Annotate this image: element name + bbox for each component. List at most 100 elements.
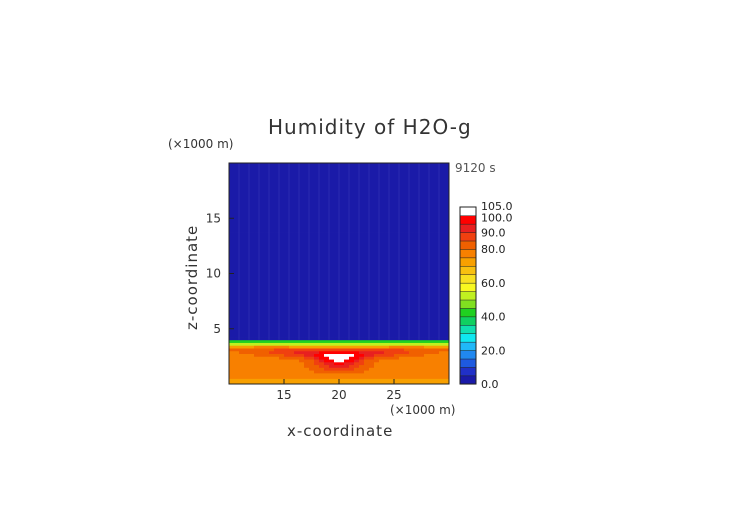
heatmap-cell (339, 209, 345, 214)
heatmap-cell (309, 243, 315, 247)
heatmap-cell (444, 168, 450, 172)
heatmap-cell (254, 176, 260, 180)
heatmap-cell (369, 168, 375, 172)
heatmap-cell (339, 284, 345, 288)
heatmap-cell (384, 325, 390, 330)
heatmap-cell (414, 370, 420, 374)
heatmap-cell (419, 270, 425, 274)
heatmap-cell (404, 171, 410, 175)
heatmap-cell (394, 174, 400, 178)
heatmap-cell (269, 259, 275, 263)
heatmap-cell (309, 370, 315, 374)
heatmap-cell (304, 243, 310, 247)
heatmap-cell (399, 234, 405, 238)
heatmap-cell (389, 174, 395, 178)
heatmap-cell (389, 331, 395, 335)
heatmap-cell (419, 240, 425, 244)
heatmap-cell (424, 221, 430, 225)
heatmap-cell (254, 359, 260, 363)
heatmap-cell (274, 165, 280, 169)
heatmap-cell (239, 171, 245, 175)
heatmap-cell (369, 273, 375, 277)
heatmap-cell (439, 201, 445, 205)
heatmap-cell (244, 174, 250, 178)
heatmap-cell (389, 237, 395, 241)
heatmap-cell (324, 174, 330, 178)
heatmap-cell (369, 212, 375, 216)
heatmap-cell (284, 207, 290, 211)
heatmap-cell (294, 267, 300, 272)
heatmap-cell (349, 207, 355, 211)
heatmap-cell (414, 314, 420, 319)
heatmap-cell (349, 174, 355, 178)
heatmap-cell (244, 361, 250, 366)
heatmap-cell (239, 295, 245, 299)
heatmap-cell (249, 254, 255, 258)
heatmap-cell (344, 325, 350, 330)
heatmap-cell (409, 375, 415, 379)
heatmap-cell (359, 218, 365, 222)
heatmap-cell (404, 221, 410, 225)
heatmap-cell (239, 348, 245, 352)
heatmap-cell (284, 267, 290, 272)
heatmap-cell (229, 281, 235, 285)
heatmap-cell (429, 337, 435, 341)
heatmap-cell (389, 337, 395, 341)
heatmap-cell (359, 229, 365, 233)
heatmap-cell (429, 312, 435, 316)
heatmap-cell (234, 364, 240, 368)
heatmap-cell (289, 207, 295, 211)
heatmap-cell (244, 353, 250, 357)
heatmap-cell (424, 215, 430, 219)
heatmap-cell (419, 287, 425, 291)
heatmap-cell (349, 279, 355, 283)
heatmap-cell (229, 223, 235, 227)
heatmap-cell (419, 254, 425, 258)
heatmap-cell (424, 301, 430, 305)
heatmap-cell (309, 273, 315, 277)
heatmap-cell (254, 290, 260, 294)
heatmap-cell (399, 198, 405, 203)
heatmap-cell (309, 209, 315, 214)
heatmap-cell (409, 221, 415, 225)
heatmap-cell (374, 179, 380, 183)
heatmap-cell (324, 182, 330, 186)
heatmap-cell (329, 381, 335, 385)
heatmap-cell (384, 292, 390, 296)
heatmap-cell (404, 287, 410, 291)
heatmap-cell (374, 345, 380, 349)
heatmap-cell (349, 182, 355, 186)
heatmap-cell (359, 356, 365, 360)
heatmap-cell (289, 174, 295, 178)
heatmap-cell (254, 243, 260, 247)
heatmap-cell (429, 165, 435, 169)
heatmap-cell (229, 328, 235, 332)
heatmap-cell (419, 204, 425, 208)
heatmap-cell (429, 212, 435, 216)
heatmap-cell (379, 290, 385, 294)
heatmap-cell (404, 185, 410, 189)
heatmap-cell (334, 243, 340, 247)
heatmap-cell (439, 375, 445, 379)
heatmap-cell (304, 265, 310, 269)
heatmap-cell (404, 323, 410, 327)
heatmap-cell (429, 342, 435, 346)
heatmap-cell (389, 348, 395, 352)
heatmap-cell (299, 163, 305, 167)
heatmap-cell (249, 309, 255, 313)
heatmap-cell (279, 234, 285, 238)
heatmap-cell (354, 212, 360, 216)
heatmap-cell (254, 381, 260, 385)
heatmap-cell (369, 284, 375, 288)
heatmap-cell (234, 229, 240, 233)
heatmap-cell (229, 176, 235, 180)
heatmap-cell (334, 259, 340, 263)
heatmap-cell (389, 284, 395, 288)
heatmap-cell (369, 372, 375, 377)
heatmap-cell (324, 212, 330, 216)
heatmap-cell (264, 243, 270, 247)
heatmap-cell (289, 254, 295, 258)
heatmap-cell (369, 171, 375, 175)
heatmap-cell (354, 287, 360, 291)
heatmap-cell (389, 190, 395, 194)
